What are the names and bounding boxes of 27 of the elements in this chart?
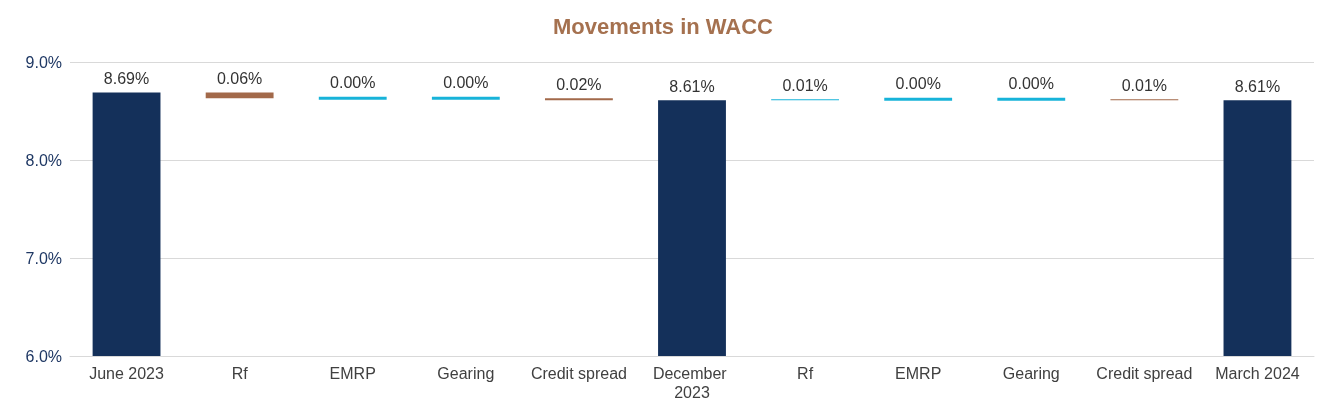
data-label: 0.00% (330, 74, 376, 92)
x-tick-label: EMRP (329, 365, 376, 382)
data-label: 0.00% (443, 74, 489, 92)
y-tick-label: 8.0% (25, 151, 62, 169)
y-tick-label: 9.0% (25, 53, 62, 71)
data-label: 8.61% (1234, 77, 1281, 95)
data-label: 8.61% (669, 77, 715, 95)
x-tick-label: Credit spread (530, 365, 627, 382)
data-label: 0.01% (782, 76, 828, 94)
x-tick-label: EMRP (895, 365, 942, 382)
x-tick-label: Gearing (437, 365, 495, 382)
data-label: 0.06% (216, 69, 263, 87)
data-label: 0.02% (556, 75, 602, 93)
x-tick-label: June 2023 (89, 365, 165, 382)
chart-title: Movements in WACC (552, 13, 774, 39)
x-tick-label: March 2024 (1215, 365, 1300, 382)
x-tick-label: Rf (797, 365, 814, 382)
data-label: 0.00% (895, 75, 941, 93)
y-tick-label: 6.0% (25, 347, 62, 365)
x-tick-label: Credit spread (1096, 365, 1193, 382)
data-label: 0.01% (1121, 76, 1168, 94)
data-label: 0.00% (1008, 75, 1054, 93)
x-tick-label: Rf (231, 365, 249, 382)
y-tick-label: 7.0% (25, 249, 62, 267)
data-label: 8.69% (103, 69, 150, 87)
x-tick-label: Gearing (1002, 365, 1060, 382)
x-tick-label: December 2023 (652, 365, 732, 401)
